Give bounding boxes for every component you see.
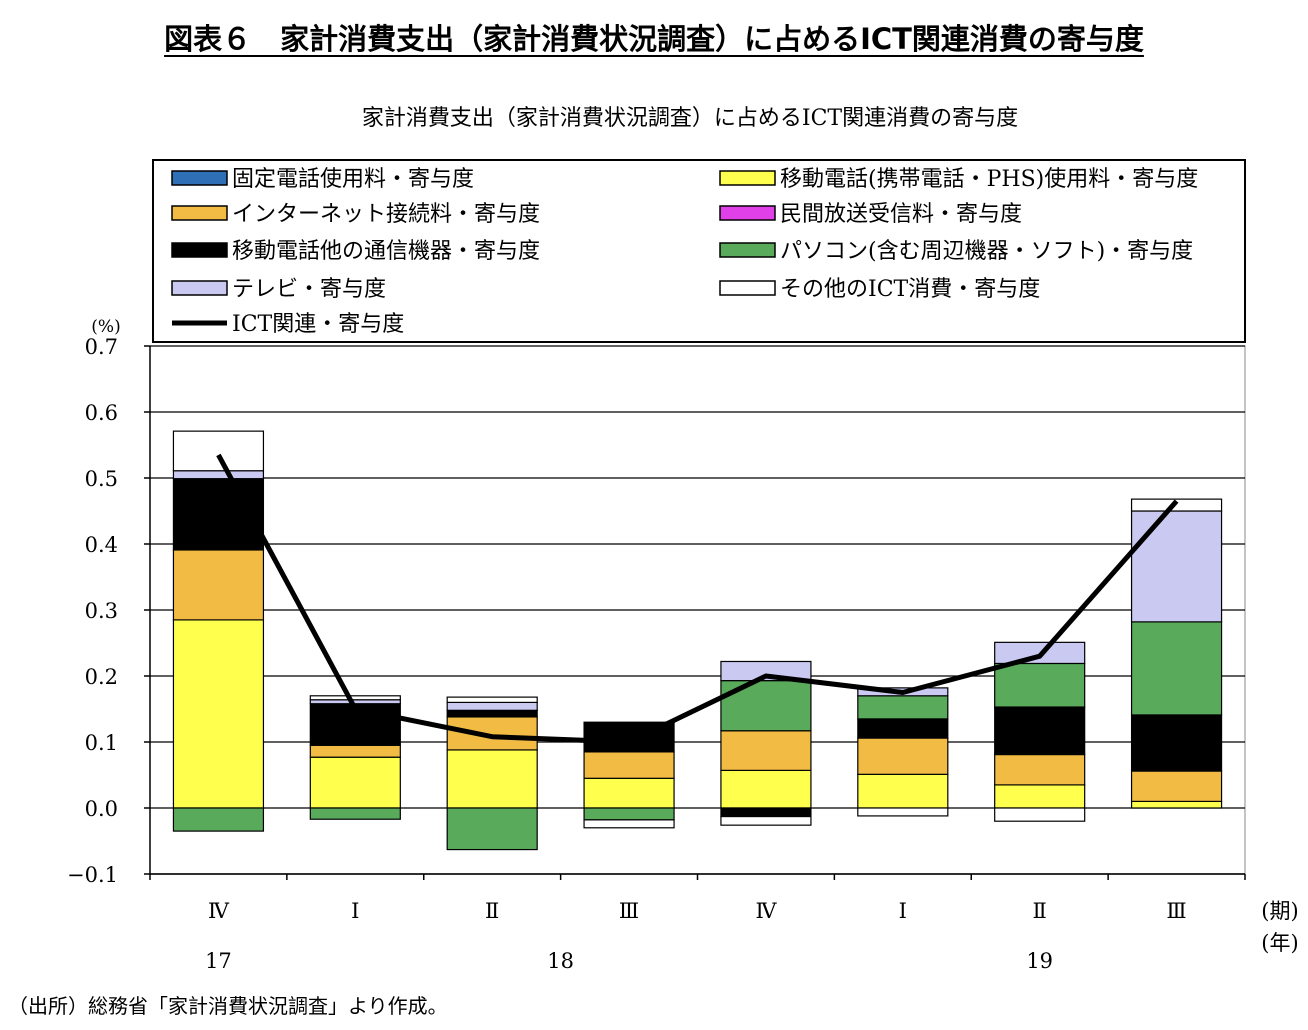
axes: 0.7 0.6 0.5 0.4 0.3 0.2 0.1 0.0 −0.1 (%) Ⅳ Ⅰ Ⅱ Ⅲ Ⅳ Ⅰ Ⅱ Ⅲ 1… — [67, 317, 1299, 973]
legend-swatch — [171, 280, 228, 296]
y-tick-label: 0.3 — [85, 599, 118, 623]
y-tick-label: 0.4 — [85, 533, 118, 557]
bar-segment — [857, 718, 949, 739]
x-tick-label: Ⅰ — [899, 899, 907, 923]
bar-segment — [446, 701, 538, 711]
y-tick-label: −0.1 — [67, 863, 118, 887]
x-tick-label: Ⅳ — [208, 899, 230, 923]
bar-segment — [1130, 770, 1223, 802]
y-tick-label: 0.1 — [85, 731, 118, 755]
legend-label: パソコン(含む周辺機器・ソフト)・寄与度 — [780, 239, 1193, 264]
y-tick-label: 0.6 — [85, 401, 118, 425]
bar-segment — [720, 660, 812, 682]
x-year-label: (年) — [1261, 931, 1298, 955]
total-line — [216, 453, 1179, 745]
bar-segment — [446, 716, 538, 751]
bar-segment — [857, 807, 949, 817]
legend-label: 移動電話(携帯電話・PHS)使用料・寄与度 — [780, 167, 1198, 192]
x-tick-label: Ⅱ — [485, 899, 499, 923]
y-tick-label: 0.7 — [85, 335, 118, 359]
bars — [172, 430, 1223, 851]
bar-segment — [857, 773, 949, 809]
chart-title: 家計消費支出（家計消費状況調査）に占めるICT関連消費の寄与度 — [361, 106, 1019, 131]
bar-segment — [583, 807, 675, 821]
bar-segment — [172, 430, 265, 472]
source-note: （出所）総務省「家計消費状況調査」より作成。 — [8, 994, 448, 1018]
bar-segment — [994, 784, 1086, 809]
bar-segment — [309, 756, 401, 809]
bar-segment — [583, 777, 675, 809]
figure-title: 図表６ 家計消費支出（家計消費状況調査）に占めるICT関連消費の寄与度 — [164, 22, 1144, 56]
bar-segment — [172, 470, 265, 480]
x-tick-label: Ⅳ — [755, 899, 777, 923]
bar-segment — [1130, 621, 1223, 716]
legend-label: その他のICT消費・寄与度 — [780, 277, 1040, 302]
year-label: 19 — [1026, 949, 1053, 973]
bar-segment — [309, 695, 401, 701]
legend-swatch — [171, 205, 228, 221]
bar-segment — [446, 807, 538, 851]
bar-segment — [994, 753, 1086, 786]
bar-segment — [1130, 714, 1223, 772]
legend-label: 移動電話他の通信機器・寄与度 — [232, 239, 540, 264]
legend-label: インターネット接続料・寄与度 — [232, 202, 540, 227]
legend-swatch — [719, 280, 776, 296]
bar-segment — [583, 751, 675, 779]
bar-segment — [994, 662, 1086, 708]
bar-segment — [583, 819, 675, 829]
year-label: 18 — [547, 949, 574, 973]
bar-segment — [172, 807, 265, 832]
x-tick-label: Ⅲ — [619, 899, 639, 923]
bar-segment — [309, 744, 401, 758]
y-tick-label: 0.5 — [85, 467, 118, 491]
bar-segment — [720, 807, 812, 818]
legend-label: 固定電話使用料・寄与度 — [232, 167, 474, 192]
bar-segment — [720, 680, 812, 732]
x-tick-label: Ⅰ — [351, 899, 359, 923]
bar-segment — [1130, 800, 1223, 809]
legend-swatch — [719, 242, 776, 258]
bar-segment — [994, 706, 1086, 756]
legend-swatch — [171, 170, 228, 186]
bar-segment — [446, 696, 538, 703]
bar-segment — [720, 769, 812, 809]
x-period-label: (期) — [1261, 899, 1298, 923]
bar-segment — [1130, 510, 1223, 623]
x-tick-label: Ⅱ — [1033, 899, 1047, 923]
bar-segment — [309, 807, 401, 820]
legend-swatch — [171, 242, 228, 258]
x-tick-label: Ⅲ — [1166, 899, 1186, 923]
y-unit-label: (%) — [91, 317, 120, 337]
legend: 固定電話使用料・寄与度 移動電話(携帯電話・PHS)使用料・寄与度インターネット接… — [152, 159, 1246, 343]
legend-label: ICT関連・寄与度 — [232, 312, 404, 337]
legend-swatch — [719, 170, 776, 186]
bar-segment — [720, 730, 812, 771]
bar-segment — [172, 549, 265, 621]
y-tick-label: 0.0 — [85, 797, 118, 821]
y-tick-label: 0.2 — [85, 665, 118, 689]
bar-segment — [857, 737, 949, 775]
bar-segment — [172, 619, 265, 809]
legend-label: テレビ・寄与度 — [232, 277, 386, 302]
legend-label: 民間放送受信料・寄与度 — [780, 202, 1022, 227]
ict-total-line — [216, 453, 1179, 745]
legend-box — [152, 159, 1246, 343]
bar-segment — [446, 749, 538, 809]
bar-segment — [583, 721, 675, 753]
bar-segment — [1130, 498, 1223, 512]
year-label: 17 — [205, 949, 232, 973]
bar-segment — [857, 695, 949, 720]
bar-segment — [446, 709, 538, 718]
legend-swatch — [719, 205, 776, 221]
bar-segment — [994, 807, 1086, 822]
bar-segment — [720, 815, 812, 826]
